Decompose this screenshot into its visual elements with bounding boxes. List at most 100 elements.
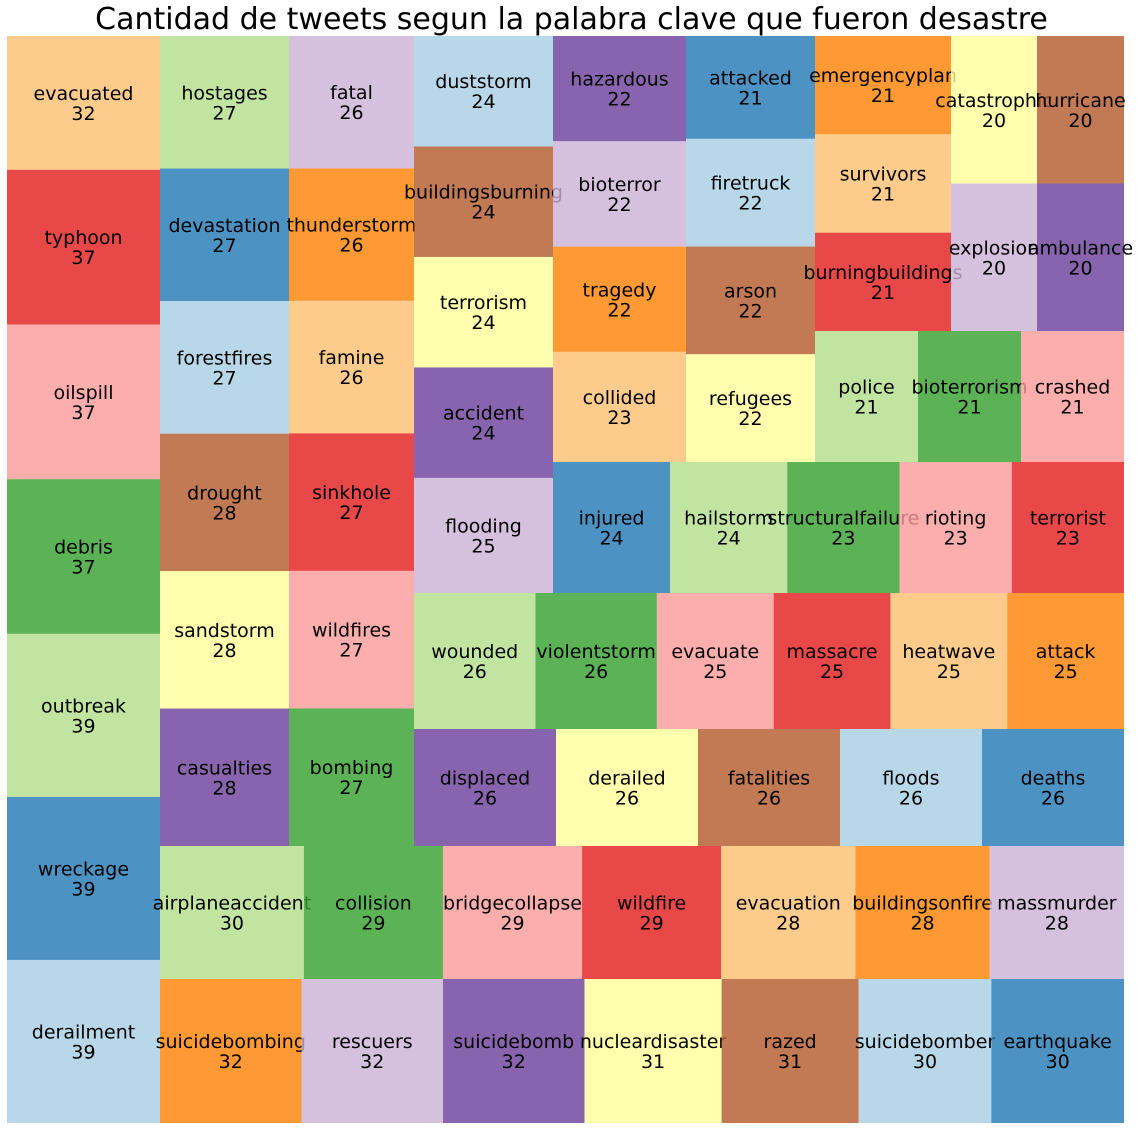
cell-label-hazardous: hazardous	[570, 69, 668, 91]
cell-label-airplaneaccident: airplaneaccident	[153, 893, 312, 915]
treemap-cell-wildfires	[289, 570, 414, 709]
treemap-cell-forestfires	[160, 301, 289, 434]
cell-value-rioting: 23	[944, 528, 968, 550]
treemap-cell-deaths	[982, 729, 1124, 846]
cell-value-evacuation: 28	[776, 913, 800, 935]
cell-value-displaced: 26	[473, 788, 497, 810]
cell-value-floods: 26	[899, 788, 923, 810]
cell-value-explosion: 20	[982, 257, 1006, 279]
cell-value-derailed: 26	[615, 788, 639, 810]
cell-value-refugees: 22	[738, 408, 762, 430]
cell-label-displaced: displaced	[440, 768, 530, 790]
treemap-cell-rioting	[899, 462, 1012, 593]
treemap-cell-collided	[553, 351, 686, 462]
treemap-cell-wounded	[414, 593, 536, 729]
treemap-cell-heatwave	[890, 593, 1008, 729]
treemap-cell-oilspill	[7, 324, 160, 480]
cell-value-collided: 23	[607, 407, 631, 429]
treemap-cell-sandstorm	[160, 571, 289, 709]
cell-label-crashed: crashed	[1035, 377, 1111, 399]
treemap-cell-suicidebomb	[443, 979, 585, 1123]
cell-value-ambulance: 20	[1068, 257, 1092, 279]
treemap-cell-catastrophic	[951, 36, 1037, 184]
treemap-cell-debris	[7, 479, 160, 634]
cell-value-hazardous: 22	[607, 89, 631, 111]
treemap-cell-evacuated	[7, 36, 160, 170]
cell-value-sandstorm: 28	[212, 640, 236, 662]
cell-label-suicidebomb: suicidebomb	[453, 1031, 574, 1053]
treemap-cell-bioterror	[553, 141, 686, 247]
treemap-cell-structuralfailure	[787, 462, 900, 593]
cell-value-typhoon: 37	[71, 247, 95, 269]
cell-value-devastation: 27	[212, 235, 236, 257]
treemap-cell-earthquake	[991, 979, 1124, 1123]
cell-label-outbreak: outbreak	[41, 695, 126, 717]
treemap-cell-drought	[160, 433, 289, 572]
treemap-cell-massmurder	[989, 846, 1124, 979]
cell-label-suicidebombing: suicidebombing	[156, 1031, 306, 1053]
treemap-cell-airplaneaccident	[160, 846, 304, 979]
cell-label-police: police	[838, 377, 894, 399]
cell-label-buildingsburning: buildingsburning	[404, 182, 563, 204]
treemap-cell-buildingsburning	[414, 146, 553, 257]
cell-label-emergencyplan: emergencyplan	[809, 65, 957, 87]
cell-value-massacre: 25	[820, 661, 844, 683]
treemap-cell-arson	[686, 246, 815, 355]
cell-label-debris: debris	[54, 537, 113, 559]
cell-label-structuralfailure: structuralfailure	[767, 508, 919, 530]
cell-label-hostages: hostages	[181, 82, 267, 104]
treemap-cell-refugees	[686, 354, 815, 462]
cell-value-firetruck: 22	[738, 193, 762, 215]
treemap-cell-crashed	[1021, 331, 1124, 462]
cell-label-attacked: attacked	[709, 67, 792, 89]
cell-value-injured: 24	[599, 528, 623, 550]
treemap-cell-hazardous	[553, 36, 686, 142]
treemap-cell-burningbuildings	[815, 232, 951, 331]
treemap-cell-displaced	[414, 729, 556, 846]
cell-label-collided: collided	[583, 387, 657, 409]
cell-label-duststorm: duststorm	[435, 71, 531, 93]
cell-label-evacuated: evacuated	[34, 83, 134, 105]
treemap-cell-tragedy	[553, 246, 686, 352]
cell-value-derailment: 39	[71, 1041, 95, 1063]
cell-label-bombing: bombing	[310, 757, 394, 779]
cell-value-wildfires: 27	[339, 640, 363, 662]
cell-value-evacuated: 32	[71, 103, 95, 125]
treemap-cell-bombing	[289, 708, 414, 846]
cell-value-violentstorm: 26	[584, 661, 608, 683]
cell-label-ambulance: ambulance	[1028, 237, 1133, 259]
cell-value-casualties: 28	[212, 777, 236, 799]
cell-label-flooding: flooding	[445, 515, 522, 537]
cell-label-devastation: devastation	[168, 215, 280, 237]
cell-value-fatalities: 26	[757, 788, 781, 810]
cell-value-rescuers: 32	[360, 1051, 384, 1073]
cell-label-wildfires: wildfires	[312, 620, 391, 642]
cell-label-casualties: casualties	[177, 757, 272, 779]
cell-label-razed: razed	[764, 1031, 817, 1053]
cell-value-structuralfailure: 23	[831, 528, 855, 550]
cell-label-forestfires: forestfires	[177, 347, 273, 369]
treemap-cell-fatal	[289, 36, 414, 169]
cell-label-bioterror: bioterror	[578, 174, 661, 196]
cell-value-catastrophic: 20	[982, 110, 1006, 132]
cell-value-bioterrorism: 21	[957, 397, 981, 419]
treemap-cell-buildingsonfire	[855, 846, 990, 979]
treemap-cell-hurricane	[1037, 36, 1124, 184]
cell-value-survivors: 21	[871, 184, 895, 206]
cell-label-terrorist: terrorist	[1030, 508, 1106, 530]
cell-label-evacuation: evacuation	[736, 893, 841, 915]
treemap-cell-police	[815, 331, 918, 462]
cell-label-firetruck: firetruck	[711, 173, 791, 195]
cell-label-evacuate: evacuate	[671, 641, 759, 663]
cell-label-deaths: deaths	[1021, 768, 1086, 790]
treemap-cell-wildfire	[582, 846, 722, 979]
cell-value-bridgecollapse: 29	[500, 913, 524, 935]
cell-value-airplaneaccident: 30	[220, 913, 244, 935]
cell-value-suicidebombing: 32	[219, 1051, 243, 1073]
cell-value-massmurder: 28	[1045, 913, 1069, 935]
cell-value-terrorist: 23	[1056, 528, 1080, 550]
treemap-cell-massacre	[773, 593, 891, 729]
treemap-cell-suicidebomber	[858, 979, 992, 1123]
cell-label-catastrophic: catastrophic	[935, 90, 1052, 112]
